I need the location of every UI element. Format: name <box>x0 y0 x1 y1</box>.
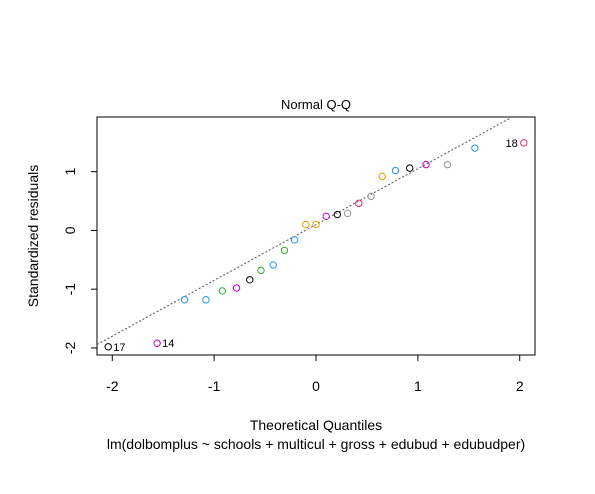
points-layer <box>104 139 528 351</box>
data-point <box>333 210 342 219</box>
data-point <box>391 166 400 175</box>
data-point <box>104 343 112 351</box>
x-axis: -2 -1 0 1 2 <box>106 354 524 394</box>
x-tick-label: 2 <box>516 378 524 394</box>
data-point <box>367 192 375 201</box>
plot-frame <box>96 116 536 356</box>
data-point <box>290 236 299 244</box>
y-tick-label: 0 <box>62 226 78 234</box>
data-point <box>218 287 226 295</box>
data-point <box>378 172 386 181</box>
x-tick-label: -1 <box>208 378 221 394</box>
x-tick-label: 0 <box>312 378 320 394</box>
data-point <box>471 144 479 152</box>
data-point <box>280 246 289 255</box>
data-point <box>302 220 310 229</box>
data-point <box>153 339 161 347</box>
y-tick-label: 1 <box>62 168 78 176</box>
y-tick-label: -1 <box>62 283 78 296</box>
data-point <box>232 284 241 292</box>
data-point <box>355 199 363 208</box>
data-point <box>269 261 277 269</box>
data-point <box>257 266 265 275</box>
data-point <box>202 296 210 304</box>
qq-reference-line <box>97 117 514 346</box>
data-point <box>422 160 430 169</box>
data-point <box>180 296 189 304</box>
data-point <box>443 160 452 169</box>
reference-line-layer <box>97 117 514 346</box>
data-point <box>312 220 320 229</box>
data-point <box>343 209 352 218</box>
x-axis-label: Theoretical Quantiles <box>250 417 382 433</box>
point-label: 14 <box>162 338 174 350</box>
y-axis-label: Standardized residuals <box>25 165 41 307</box>
point-labels-layer: 17 14 18 <box>113 138 518 354</box>
point-label: 18 <box>506 138 518 150</box>
chart-title: Normal Q-Q <box>281 97 351 112</box>
data-point <box>406 164 414 172</box>
data-point <box>520 139 528 147</box>
data-point <box>322 212 330 221</box>
data-point <box>246 276 254 284</box>
point-label: 17 <box>113 342 125 354</box>
y-tick-label: -2 <box>62 342 78 355</box>
y-axis: -2 -1 0 1 <box>62 168 98 355</box>
plot-caption: lm(dolbomplus ~ schools + multicul + gro… <box>107 436 525 452</box>
x-tick-label: 1 <box>414 378 422 394</box>
x-tick-label: -2 <box>106 378 119 394</box>
